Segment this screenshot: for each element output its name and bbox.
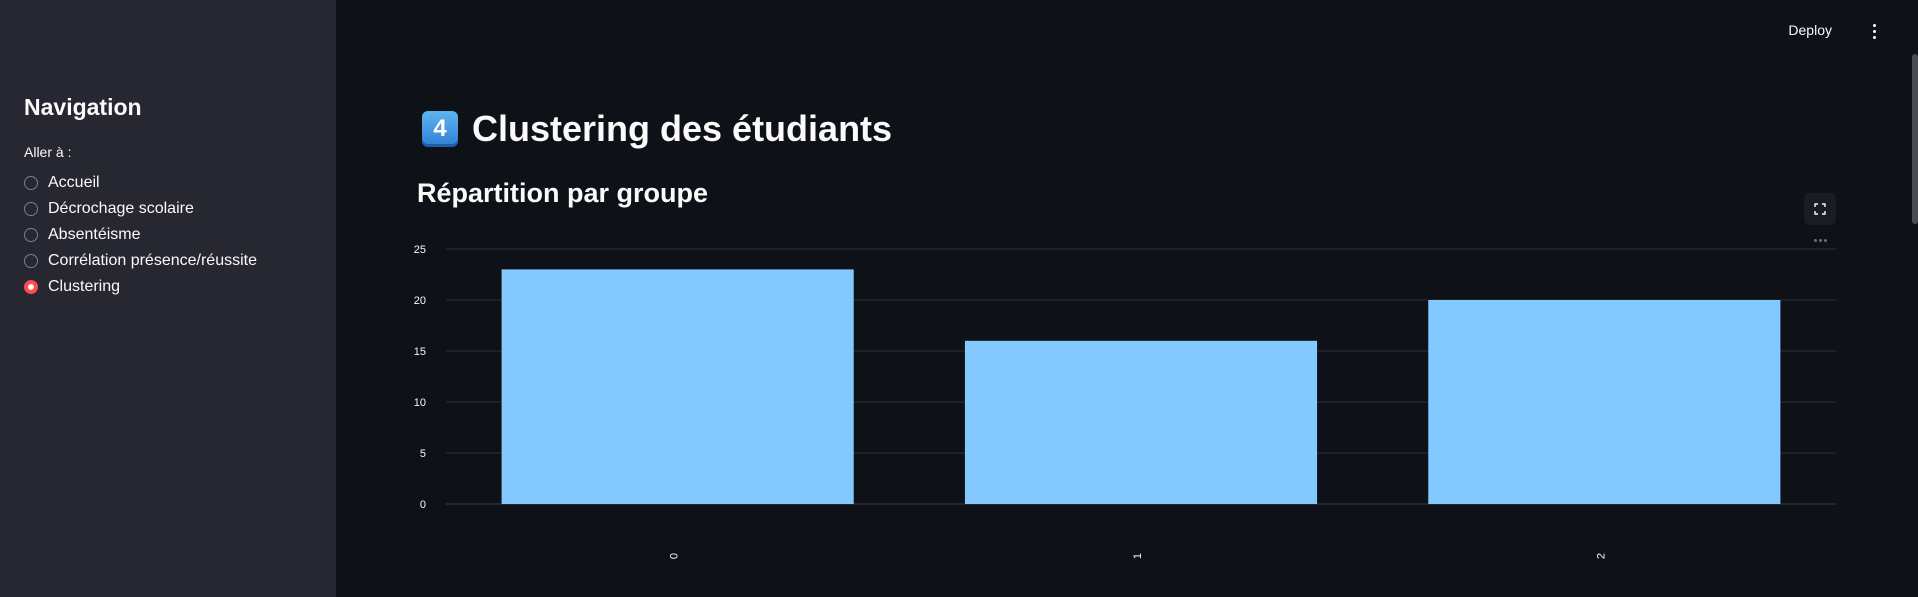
bar-chart: 0 5 10 15 20 25 0 1 2 <box>414 244 1836 559</box>
radio-option-label: Corrélation présence/réussite <box>48 252 257 269</box>
fullscreen-icon <box>1814 203 1826 215</box>
x-tick-label: 1 <box>1132 553 1144 559</box>
sidebar: Navigation Aller à : Accueil Décrochage … <box>0 0 336 597</box>
keycap-four-icon: 4 <box>422 111 458 147</box>
y-tick-label: 10 <box>414 397 426 409</box>
page-title: 4 Clustering des étudiants <box>422 108 892 150</box>
x-tick-label: 0 <box>669 553 681 559</box>
y-tick-label: 5 <box>420 448 426 460</box>
radio-option-decrochage[interactable]: Décrochage scolaire <box>24 196 257 222</box>
dot-icon <box>1872 29 1876 33</box>
bar-0[interactable] <box>501 269 854 504</box>
radio-group-label: Aller à : <box>24 144 72 160</box>
dot-icon <box>1824 238 1827 242</box>
dot-icon <box>1814 238 1817 242</box>
dot-icon <box>1872 23 1876 27</box>
radio-option-label: Accueil <box>48 174 100 191</box>
radio-circle-icon[interactable] <box>24 176 38 190</box>
y-tick-label: 15 <box>414 346 426 358</box>
page-title-text: Clustering des étudiants <box>472 108 893 149</box>
chart-options-button[interactable] <box>1814 236 1830 244</box>
radio-option-accueil[interactable]: Accueil <box>24 170 257 196</box>
main-menu-button[interactable] <box>1864 18 1884 44</box>
radio-option-clustering[interactable]: Clustering <box>24 274 257 300</box>
radio-option-label: Clustering <box>48 278 121 295</box>
bar-2[interactable] <box>1428 300 1781 504</box>
navigation-radio-group: Accueil Décrochage scolaire Absentéisme … <box>24 170 257 300</box>
radio-circle-icon[interactable] <box>24 202 38 216</box>
main-content: Deploy 4 Clustering des étudiants Répart… <box>336 0 1918 597</box>
sidebar-title: Navigation <box>24 94 142 120</box>
radio-option-correlation[interactable]: Corrélation présence/réussite <box>24 248 257 274</box>
x-tick-label: 2 <box>1595 553 1607 559</box>
fullscreen-button[interactable] <box>1804 193 1836 225</box>
radio-selected-icon[interactable] <box>24 280 38 294</box>
radio-circle-icon[interactable] <box>24 254 38 268</box>
deploy-button[interactable]: Deploy <box>1788 22 1832 38</box>
radio-circle-icon[interactable] <box>24 228 38 242</box>
y-tick-label: 25 <box>414 244 426 256</box>
scrollbar[interactable] <box>1912 54 1918 224</box>
y-tick-label: 20 <box>414 295 426 307</box>
radio-option-label: Absentéisme <box>48 226 141 243</box>
bar-1[interactable] <box>964 340 1318 504</box>
dot-icon <box>1872 35 1876 39</box>
section-title: Répartition par groupe <box>417 178 709 208</box>
radio-option-label: Décrochage scolaire <box>48 200 194 217</box>
dot-icon <box>1819 238 1822 242</box>
y-tick-label: 0 <box>420 499 426 511</box>
radio-option-absenteisme[interactable]: Absentéisme <box>24 222 257 248</box>
